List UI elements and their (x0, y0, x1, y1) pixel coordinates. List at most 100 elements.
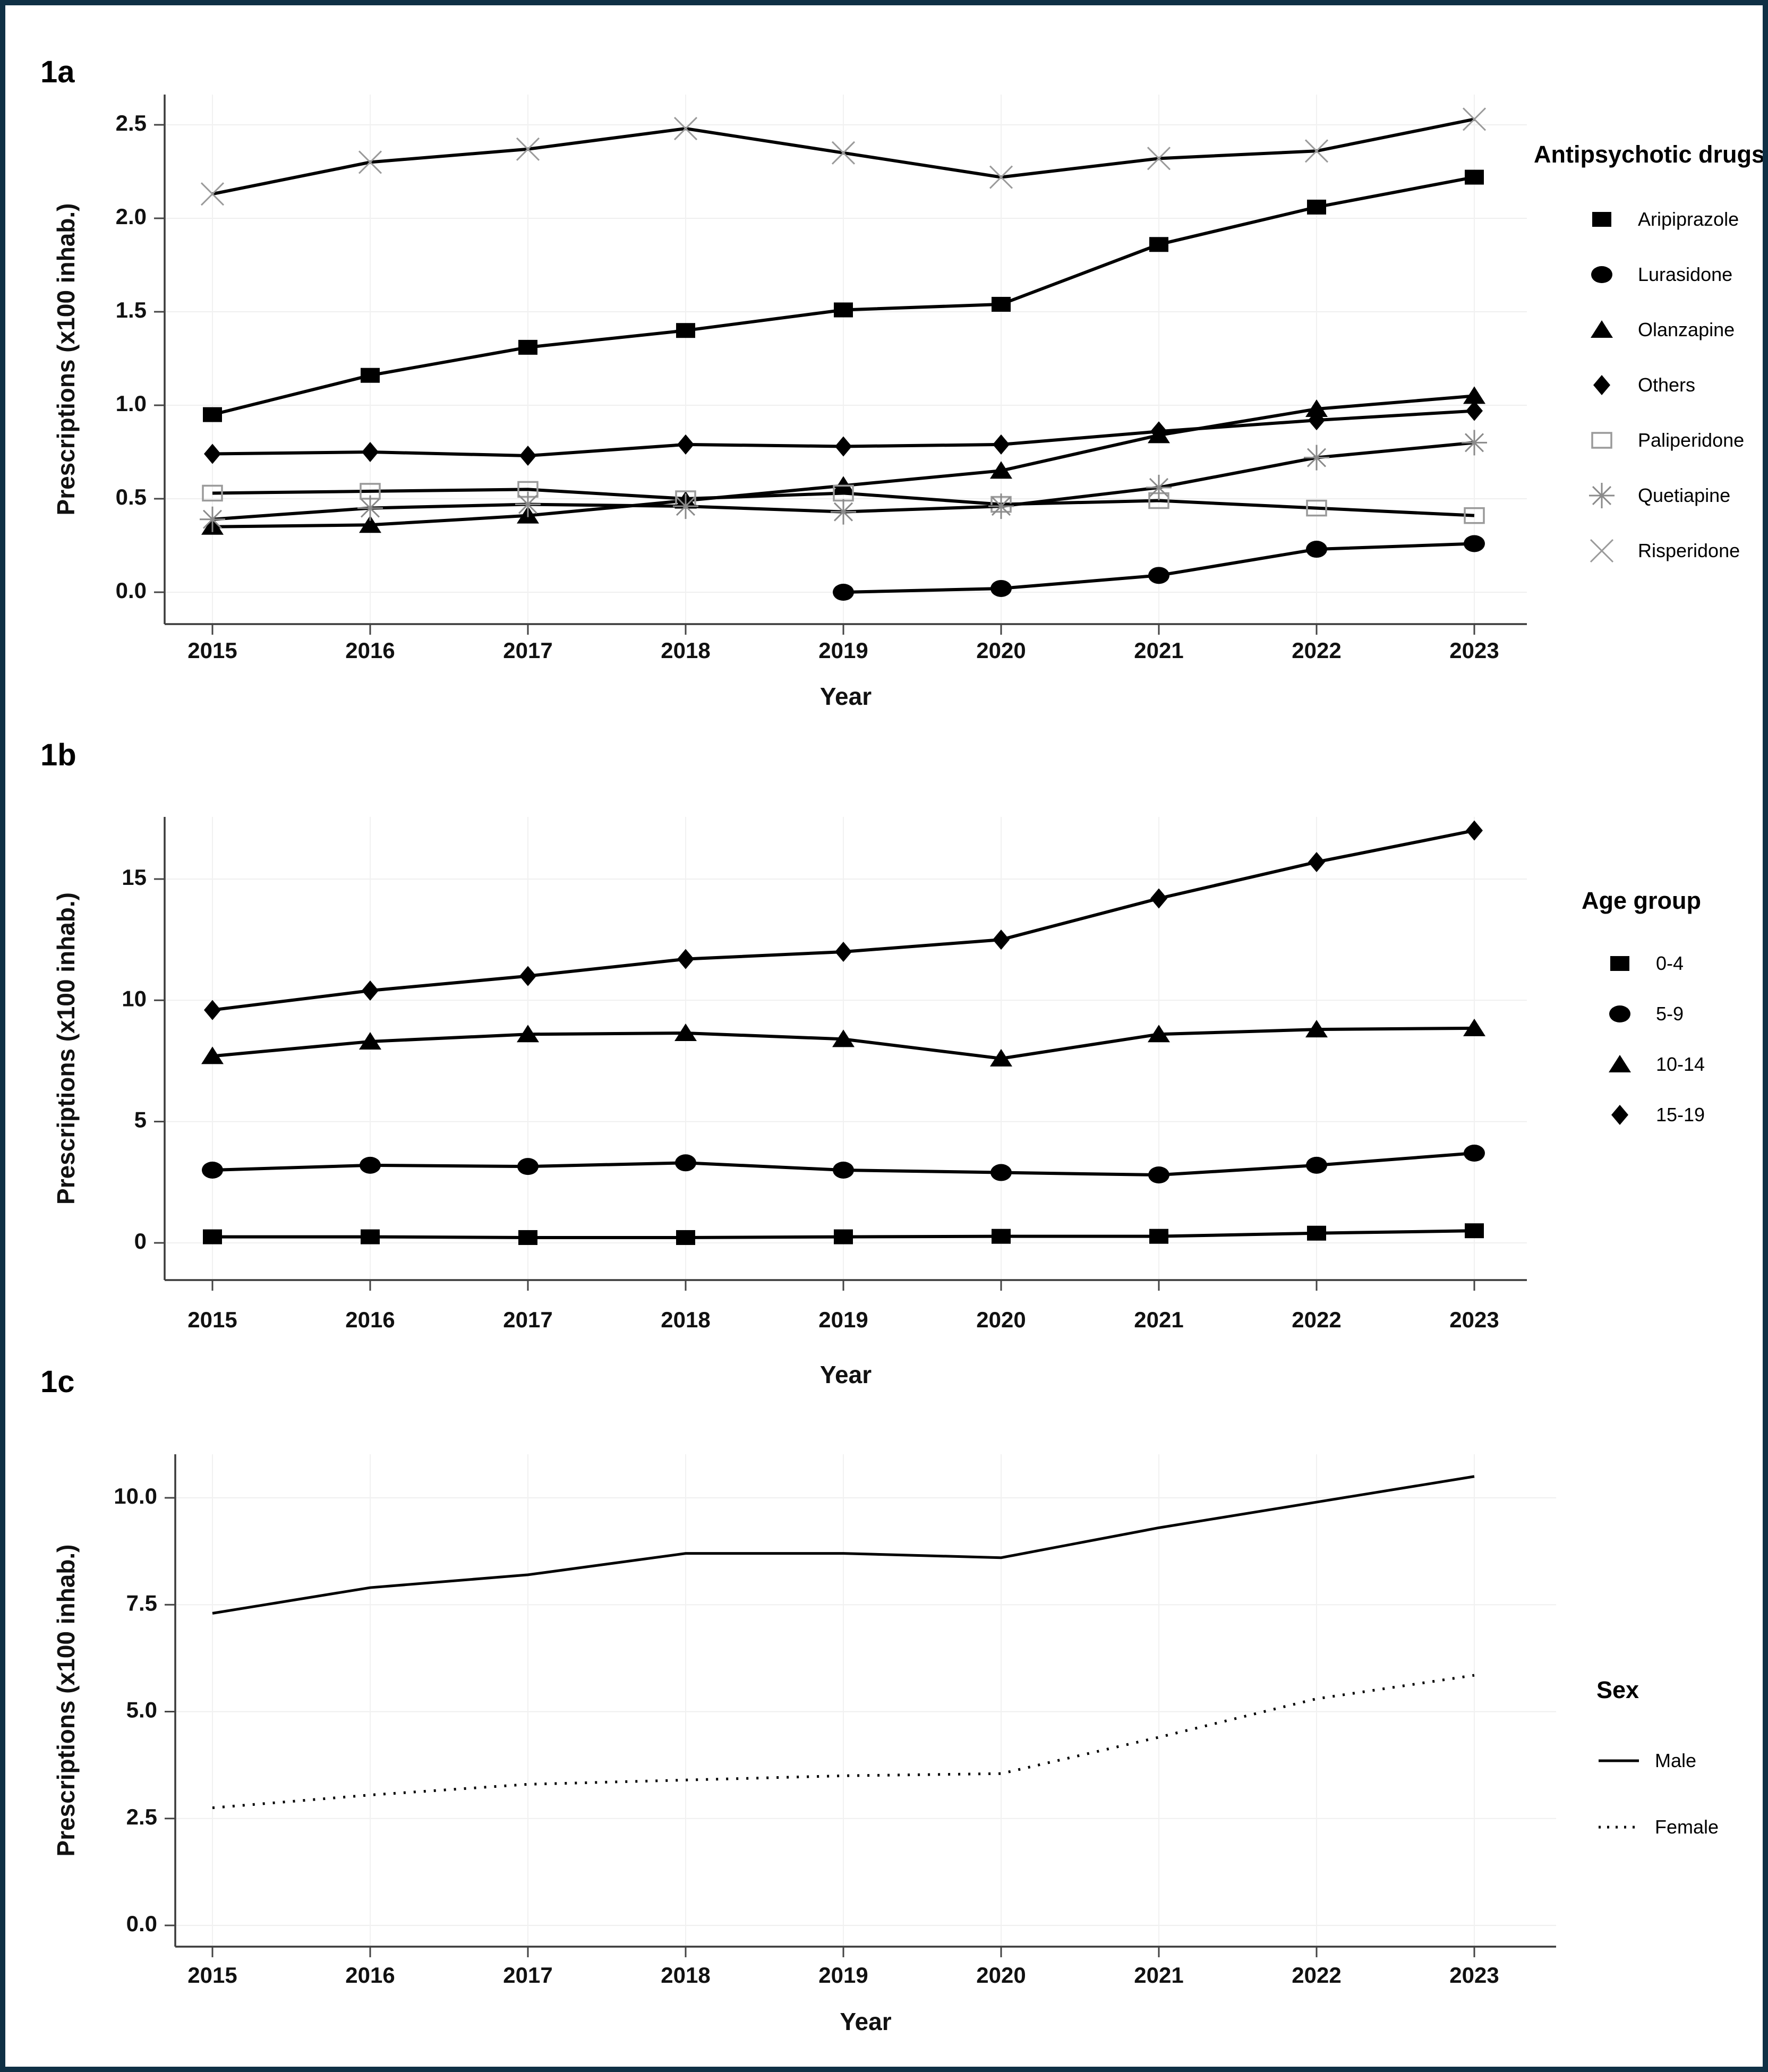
legend-item-Female: Female (1596, 1794, 1719, 1860)
marker-filled-circle (1591, 266, 1612, 283)
marker-x-cross (200, 182, 225, 206)
x-tick-label: 2019 (818, 1963, 868, 1988)
y-tick-label: 1.5 (116, 297, 147, 322)
legend-item-Olanzapine: Olanzapine (1534, 302, 1763, 357)
x-tick-label: 2016 (345, 1963, 395, 1988)
marker-open-square (202, 484, 223, 502)
marker-filled-diamond (1593, 375, 1610, 395)
marker-filled-circle (1148, 1166, 1169, 1184)
legend-marker-asterisk-icon (1589, 483, 1615, 508)
panel-1c-plot: 0.0 2.5 5.0 7.5 10.0 2015 2016 2017 2018 2019 2020… (52, 1454, 1556, 2035)
x-tick-label: 2022 (1292, 1307, 1341, 1332)
x-tick-label: 2023 (1449, 1963, 1499, 1988)
marker-filled-square (1465, 169, 1484, 185)
x-tick-label: 2023 (1449, 638, 1499, 663)
y-tick-label: 10.0 (114, 1483, 157, 1508)
legend-marker-filled-triangle-icon (1609, 1054, 1631, 1072)
marker-x-cross (1462, 107, 1487, 131)
marker-filled-triangle (1305, 1020, 1328, 1038)
x-tick-label: 2023 (1449, 1307, 1499, 1332)
legend-item-Male: Male (1596, 1727, 1719, 1794)
marker-x-cross (1147, 147, 1171, 170)
marker-filled-diamond (1308, 410, 1325, 431)
x-tick-label: 2018 (661, 638, 710, 663)
marker-asterisk (1462, 430, 1487, 456)
legend-marker-filled-diamond-icon (1611, 1104, 1628, 1125)
legend-item-label: Female (1655, 1815, 1719, 1838)
legend-title-antipsychotic-drugs: Antipsychotic drugs (1534, 141, 1765, 168)
marker-filled-circle (517, 1158, 539, 1175)
legend-marker-filled-triangle-icon (1591, 320, 1613, 338)
marker-filled-square (361, 368, 380, 383)
marker-x-cross (989, 165, 1013, 189)
legend-age-group: Age group 0-4 5-9 10-14 15-19 (1582, 887, 1705, 1140)
legend-marker-x-cross-icon (1590, 539, 1614, 563)
legend-item-5-9: 5-9 (1582, 988, 1705, 1039)
marker-filled-diamond (1466, 400, 1483, 421)
marker-filled-square (992, 1229, 1011, 1244)
charts-svg: 0.0 0.5 1.0 1.5 2.0 2.5 2015 2016 2017 2018 2019 20… (52, 95, 1556, 2035)
marker-filled-diamond (519, 446, 536, 466)
x-tick-label: 2021 (1134, 638, 1183, 663)
gridlines (175, 1454, 1556, 1947)
series-line-Female (212, 1674, 1475, 1810)
legend-marker-open-square-icon (1591, 432, 1612, 449)
marker-filled-square (992, 296, 1011, 312)
marker-filled-square (834, 1229, 853, 1244)
marker-filled-diamond (1466, 820, 1483, 841)
y-tick-label: 0 (134, 1229, 147, 1254)
marker-filled-triangle (674, 1023, 697, 1041)
x-tick-label: 2019 (818, 638, 868, 663)
series-line-Paliperidone (212, 488, 1475, 517)
x-tick-label: 2020 (976, 1963, 1026, 1988)
legend-item-label: 0-4 (1656, 952, 1684, 974)
legend-item-label: Male (1655, 1749, 1697, 1771)
marker-filled-circle (1464, 1145, 1485, 1162)
legend-item-0-4: 0-4 (1582, 938, 1705, 988)
y-tick-label: 5.0 (126, 1698, 157, 1723)
marker-filled-square (1149, 237, 1168, 252)
legend-marker-filled-square-icon (1610, 956, 1629, 971)
panel-label-1c: 1c (40, 1365, 75, 1399)
x-axis-title: Year (840, 2008, 891, 2035)
marker-filled-square (1610, 956, 1629, 971)
marker-asterisk (1589, 483, 1615, 508)
marker-filled-triangle (201, 1046, 224, 1064)
series-markers-Quetiapine (200, 430, 1487, 532)
marker-filled-diamond (362, 980, 379, 1001)
marker-filled-circle (1609, 1005, 1630, 1022)
y-tick-label: 7.5 (126, 1590, 157, 1615)
legend-title-age-group: Age group (1582, 887, 1701, 914)
marker-filled-square (676, 323, 695, 338)
legend-marker-filled-circle-icon (1591, 266, 1612, 283)
x-tick-label: 2018 (661, 1963, 710, 1988)
legend-title-sex: Sex (1596, 1676, 1639, 1703)
y-axis-title: Prescriptions (x100 inhab.) (52, 892, 80, 1205)
y-tick-label: 0.0 (116, 578, 147, 603)
y-tick-label: 0.5 (116, 484, 147, 509)
series-markers-Aripiprazole (203, 169, 1484, 422)
x-tick-label: 2020 (976, 1307, 1026, 1332)
x-axis-title: Year (820, 683, 872, 710)
series-markers-10-14 (201, 1018, 1485, 1067)
legend-sex: Sex Male Female (1596, 1676, 1719, 1860)
marker-filled-circle (202, 1161, 223, 1179)
legend-item-label: Risperidone (1638, 540, 1740, 561)
y-tick-label: 0.0 (126, 1911, 157, 1936)
marker-filled-diamond (519, 966, 536, 986)
marker-filled-square (203, 1229, 222, 1244)
marker-filled-circle (990, 579, 1012, 597)
marker-filled-circle (360, 1156, 381, 1174)
marker-filled-triangle (990, 461, 1012, 479)
series-markers-5-9 (202, 1145, 1485, 1184)
x-tick-label: 2016 (345, 1307, 395, 1332)
x-tick-label: 2022 (1292, 1963, 1341, 1988)
y-tick-label: 2.5 (116, 110, 147, 135)
marker-filled-diamond (1611, 1104, 1628, 1125)
marker-filled-triangle (1148, 1025, 1170, 1043)
legend-item-label: Paliperidone (1638, 429, 1745, 451)
marker-filled-triangle (1463, 386, 1485, 404)
gridlines (165, 95, 1527, 624)
marker-filled-diamond (677, 949, 694, 969)
marker-filled-triangle (359, 1031, 381, 1050)
